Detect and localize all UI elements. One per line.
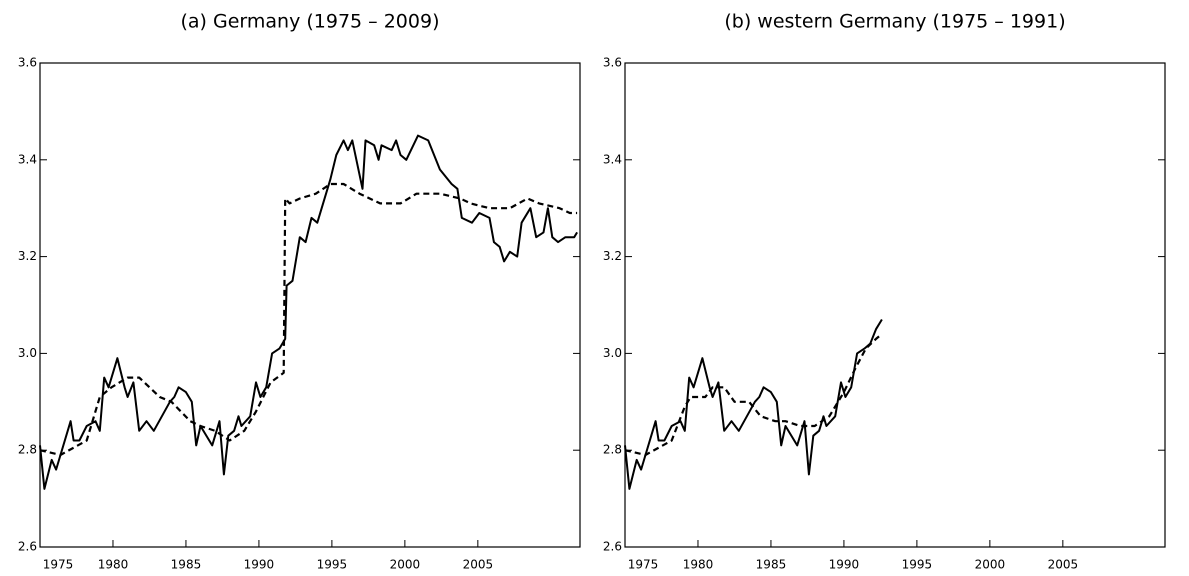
x-tick-label: 1990 <box>244 558 275 572</box>
x-tick-label: 2000 <box>975 558 1006 572</box>
x-tick-label: 1975 <box>628 558 659 572</box>
y-tick-label: 3.6 <box>603 56 622 70</box>
y-tick-label: 3.6 <box>18 56 37 70</box>
chart-title: (b) western Germany (1975 – 1991) <box>724 11 1065 33</box>
x-tick-label: 1995 <box>902 558 933 572</box>
x-tick-label: 1980 <box>98 558 129 572</box>
x-tick-label: 1985 <box>756 558 787 572</box>
solid-line <box>624 318 883 490</box>
solid-line <box>39 134 578 490</box>
y-tick-label: 2.6 <box>18 540 37 554</box>
y-tick-label: 3.2 <box>603 249 622 263</box>
y-tick-label: 3.4 <box>603 152 622 166</box>
y-tick-label: 3.4 <box>18 152 37 166</box>
x-tick-label: 2005 <box>463 558 494 572</box>
y-tick-label: 2.8 <box>18 443 37 457</box>
y-tick-label: 2.8 <box>603 443 622 457</box>
x-tick-label: 2005 <box>1048 558 1079 572</box>
x-tick-label: 2000 <box>390 558 421 572</box>
plot-frame <box>39 62 581 548</box>
x-tick-label: 1985 <box>171 558 202 572</box>
y-tick-label: 3.0 <box>603 346 622 360</box>
dashed-line <box>39 182 578 457</box>
x-tick-label: 1975 <box>43 558 74 572</box>
y-tick-label: 3.2 <box>18 249 37 263</box>
chart-title: (a) Germany (1975 – 2009) <box>181 11 440 33</box>
plot-frame <box>624 62 1166 548</box>
y-tick-label: 2.6 <box>603 540 622 554</box>
x-tick-label: 1990 <box>829 558 860 572</box>
x-tick-label: 1980 <box>683 558 714 572</box>
dashed-line <box>624 333 883 457</box>
x-tick-label: 1995 <box>317 558 348 572</box>
y-tick-label: 3.0 <box>18 346 37 360</box>
